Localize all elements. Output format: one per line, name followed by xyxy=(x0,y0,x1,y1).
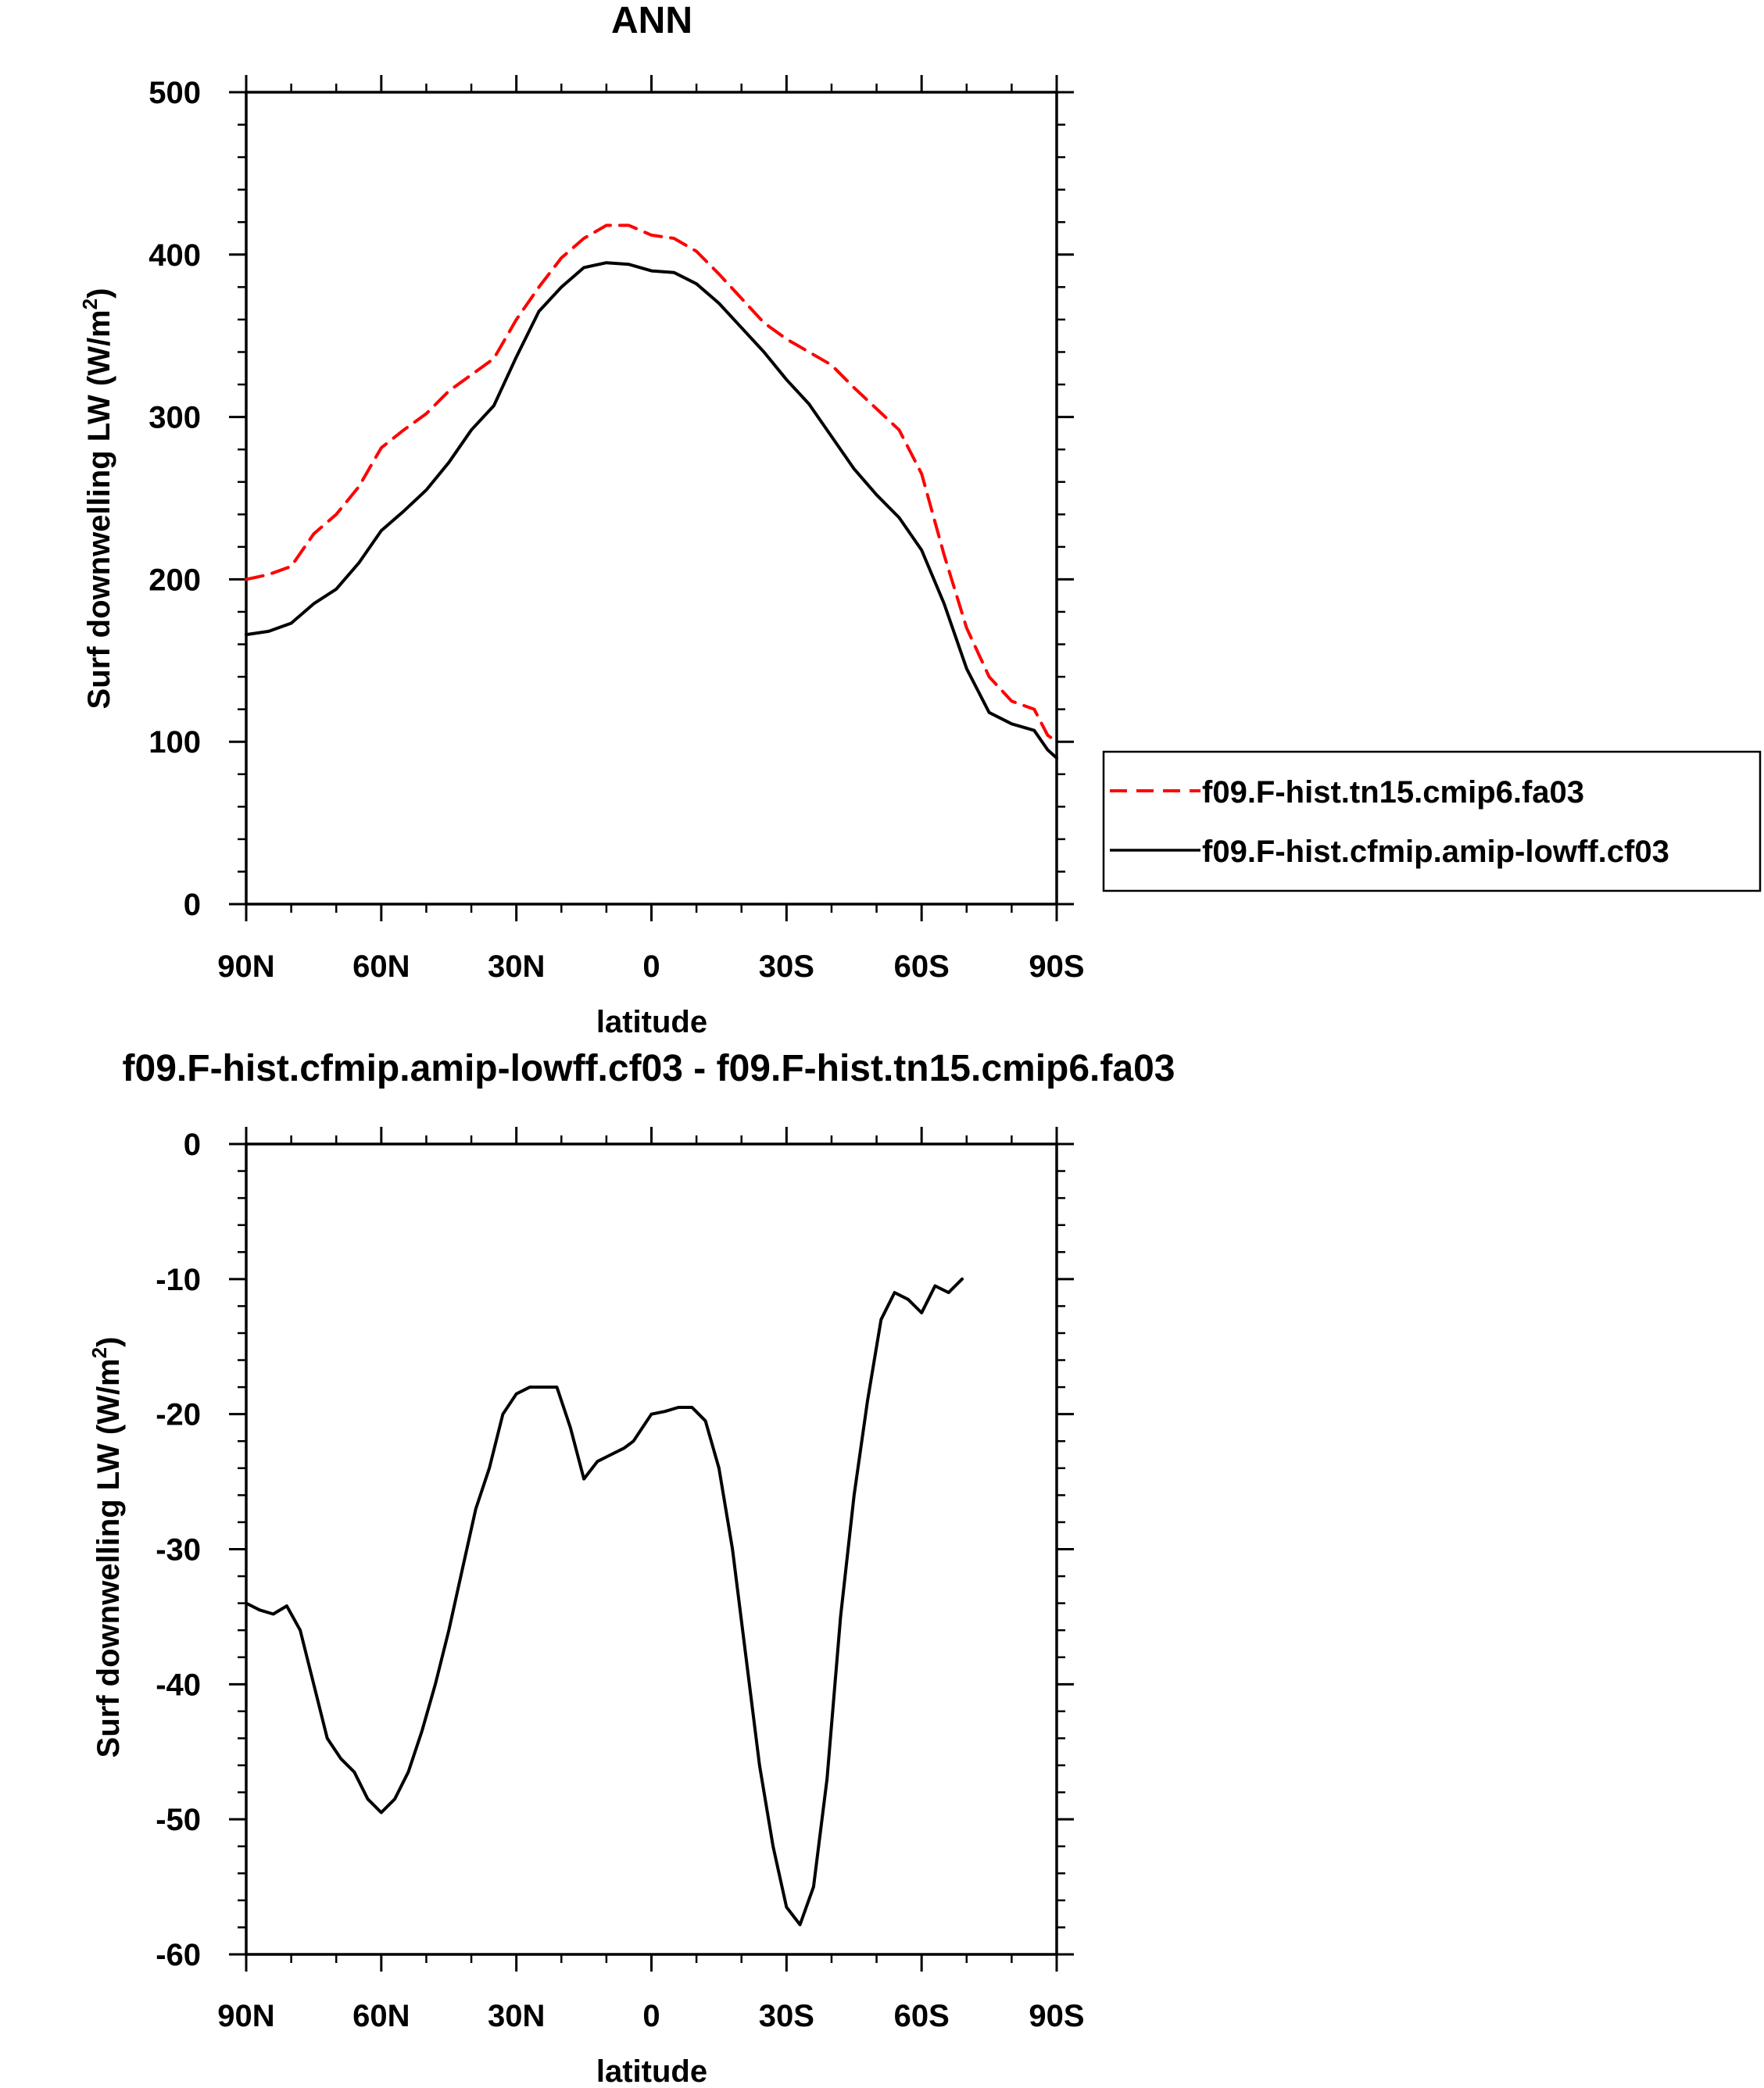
bottom-y-axis-label-text: Surf downwelling LW xyxy=(91,1443,126,1757)
top-y-axis-unit-suffix: ) xyxy=(82,288,116,299)
top-axis-ticks xyxy=(229,75,1074,921)
x-tick-label: 30N xyxy=(488,1999,545,2033)
top-panel: ANN 0 100 200 300 400 500 90N 60N 30N 0 30S 60S 90S… xyxy=(78,0,1762,1039)
legend-label-cf03: f09.F-hist.cfmip.amip-lowff.cf03 xyxy=(1202,835,1669,869)
top-y-axis-label-text: Surf downwelling LW xyxy=(82,395,116,709)
series-line-f09.F-hist.cfmip.amip-lowff.cf03 xyxy=(245,261,1058,760)
y-tick-label: 300 xyxy=(148,401,201,435)
y-tick-label: 200 xyxy=(148,563,201,597)
y-tick-label: -20 xyxy=(156,1398,201,1432)
x-tick-label: 60N xyxy=(352,949,410,984)
legend: f09.F-hist.tn15.cmip6.fa03 f09.F-hist.cf… xyxy=(1102,750,1762,892)
series-line-difference xyxy=(245,1277,964,1926)
x-tick-label: 60S xyxy=(894,949,950,984)
bottom-y-axis-unit-exponent: 2 xyxy=(88,1347,111,1358)
bottom-panel: f09.F-hist.cfmip.amip-lowff.cf03 - f09.F… xyxy=(88,1048,1175,2088)
x-tick-label: 90N xyxy=(217,949,274,984)
legend-box xyxy=(1102,750,1762,892)
x-tick-label: 90N xyxy=(217,1999,274,2033)
top-x-axis-label: latitude xyxy=(596,1005,707,1039)
bottom-y-axis-label: Surf downwelling LW (W/m2) xyxy=(88,1337,126,1758)
y-tick-label: -50 xyxy=(156,1803,201,1837)
y-tick-label: 0 xyxy=(184,1128,201,1162)
y-tick-label: -60 xyxy=(156,1938,201,1972)
top-series-lines xyxy=(245,223,1058,760)
y-tick-label: 100 xyxy=(148,725,201,760)
x-tick-label: 90S xyxy=(1029,949,1084,984)
bottom-y-axis-unit-prefix: (W/m xyxy=(91,1358,126,1435)
x-tick-label: 30N xyxy=(488,949,545,984)
y-tick-label: -10 xyxy=(156,1263,201,1297)
bottom-y-axis-unit-suffix: ) xyxy=(91,1337,126,1347)
x-tick-label: 90S xyxy=(1029,1999,1084,2033)
x-tick-label: 0 xyxy=(642,949,660,984)
top-y-tick-labels: 0 100 200 300 400 500 xyxy=(148,76,201,922)
top-x-tick-labels: 90N 60N 30N 0 30S 60S 90S xyxy=(217,949,1084,984)
bottom-x-tick-labels: 90N 60N 30N 0 30S 60S 90S xyxy=(217,1999,1084,2033)
x-tick-label: 30S xyxy=(759,1999,814,2033)
x-tick-label: 30S xyxy=(759,949,814,984)
top-chart-title: ANN xyxy=(611,0,692,41)
x-tick-label: 60S xyxy=(894,1999,950,2033)
top-y-axis-unit-exponent: 2 xyxy=(78,299,102,309)
legend-label-fa03: f09.F-hist.tn15.cmip6.fa03 xyxy=(1202,775,1584,810)
y-tick-label: 500 xyxy=(148,76,201,110)
series-line-f09.F-hist.tn15.cmip6.fa03 xyxy=(245,223,1058,744)
bottom-x-axis-label: latitude xyxy=(596,2054,707,2088)
top-y-axis-unit-prefix: (W/m xyxy=(82,309,116,386)
x-tick-label: 60N xyxy=(352,1999,410,2033)
bottom-y-tick-labels: -60 -50 -40 -30 -20 -10 0 xyxy=(156,1128,201,1972)
bottom-series-lines xyxy=(245,1277,964,1926)
y-tick-label: -30 xyxy=(156,1533,201,1568)
x-tick-label: 0 xyxy=(642,1999,660,2033)
top-y-axis-label: Surf downwelling LW (W/m2) xyxy=(78,288,116,710)
bottom-chart-title: f09.F-hist.cfmip.amip-lowff.cf03 - f09.F… xyxy=(123,1048,1175,1089)
y-tick-label: 0 xyxy=(184,888,201,922)
y-tick-label: -40 xyxy=(156,1668,201,1702)
bottom-axis-ticks xyxy=(229,1127,1074,1972)
y-tick-label: 400 xyxy=(148,238,201,273)
